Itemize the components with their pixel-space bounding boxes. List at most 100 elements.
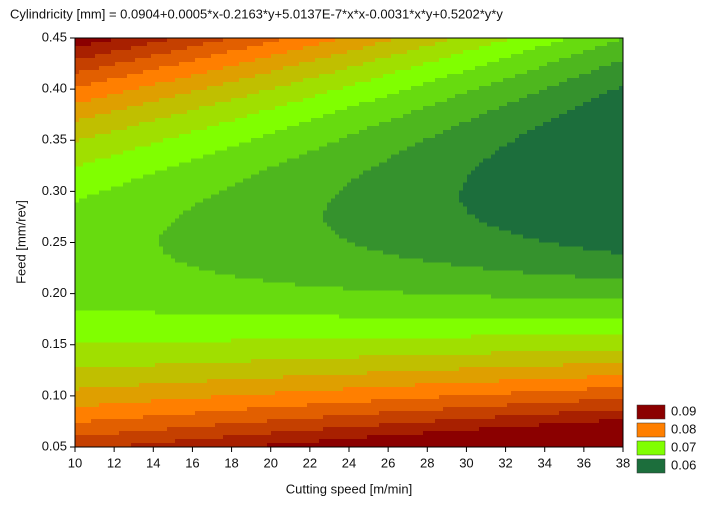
contour-cell: [87, 146, 92, 151]
contour-cell: [263, 58, 268, 63]
contour-cell: [147, 426, 152, 432]
contour-cell: [123, 174, 128, 179]
contour-cell: [159, 218, 164, 224]
contour-cell: [147, 170, 152, 175]
contour-cell: [151, 210, 156, 216]
contour-cell: [131, 218, 136, 224]
contour-cell: [163, 326, 168, 332]
contour-cell: [195, 218, 200, 224]
contour-cell: [115, 286, 120, 292]
contour-cell: [239, 246, 244, 252]
contour-cell: [75, 406, 80, 412]
contour-cell: [139, 278, 144, 284]
contour-cell: [171, 342, 176, 348]
contour-cell: [187, 190, 192, 195]
contour-cell: [131, 254, 136, 260]
contour-cell: [195, 290, 200, 296]
contour-cell: [203, 82, 208, 87]
contour-cell: [211, 270, 216, 276]
contour-cell: [243, 42, 248, 47]
contour-cell: [239, 290, 244, 296]
contour-cell: [119, 298, 124, 304]
contour-cell: [159, 230, 164, 236]
contour-cell: [75, 366, 80, 372]
contour-cell: [135, 374, 140, 380]
contour-cell: [163, 294, 168, 300]
contour-cell: [163, 410, 168, 416]
contour-cell: [175, 130, 180, 135]
contour-cell: [219, 438, 224, 444]
contour-cell: [111, 354, 116, 360]
contour-cell: [139, 238, 144, 244]
contour-cell: [115, 134, 120, 139]
contour-cell: [255, 82, 260, 87]
contour-cell: [259, 86, 264, 91]
contour-cell: [115, 162, 120, 167]
contour-cell: [119, 170, 124, 175]
contour-cell: [191, 370, 196, 376]
contour-cell: [87, 38, 92, 43]
contour-cell: [143, 138, 148, 143]
contour-cell: [163, 394, 168, 400]
contour-cell: [171, 150, 176, 155]
contour-cell: [103, 366, 108, 372]
contour-cell: [143, 106, 148, 111]
contour-cell: [175, 90, 180, 95]
contour-cell: [155, 150, 160, 155]
contour-cell: [223, 442, 228, 448]
contour-cell: [123, 234, 128, 240]
contour-cell: [151, 330, 156, 336]
contour-cell: [99, 282, 104, 288]
contour-cell: [111, 434, 116, 440]
contour-cell: [115, 270, 120, 276]
contour-cell: [143, 222, 148, 228]
contour-cell: [167, 210, 172, 216]
contour-cell: [123, 214, 128, 220]
contour-cell: [103, 314, 108, 320]
contour-cell: [211, 338, 216, 344]
contour-cell: [163, 110, 168, 115]
contour-cell: [259, 222, 264, 228]
contour-cell: [227, 406, 232, 412]
contour-cell: [79, 350, 84, 356]
contour-cell: [215, 350, 220, 356]
contour-cell: [79, 354, 84, 360]
contour-cell: [103, 66, 108, 71]
contour-cell: [87, 230, 92, 236]
contour-cell: [103, 94, 108, 99]
contour-cell: [167, 122, 172, 127]
contour-cell: [167, 78, 172, 83]
contour-cell: [195, 230, 200, 236]
contour-cell: [195, 338, 200, 344]
contour-cell: [179, 326, 184, 332]
contour-cell: [107, 266, 112, 272]
contour-cell: [239, 146, 244, 151]
contour-cell: [223, 62, 228, 67]
contour-cell: [235, 310, 240, 316]
contour-cell: [263, 362, 268, 368]
contour-cell: [255, 334, 260, 340]
contour-cell: [207, 98, 212, 103]
contour-cell: [103, 390, 108, 396]
contour-cell: [147, 430, 152, 436]
contour-cell: [195, 418, 200, 424]
contour-cell: [91, 418, 96, 424]
contour-cell: [227, 254, 232, 260]
contour-cell: [167, 270, 172, 276]
contour-cell: [131, 198, 136, 204]
contour-cell: [195, 58, 200, 63]
contour-cell: [159, 438, 164, 444]
contour-cell: [231, 298, 236, 304]
contour-cell: [79, 306, 84, 312]
contour-cell: [211, 202, 216, 208]
contour-cell: [99, 426, 104, 432]
contour-cell: [107, 178, 112, 183]
contour-cell: [195, 442, 200, 448]
contour-cell: [115, 38, 120, 43]
contour-cell: [107, 70, 112, 75]
contour-cell: [255, 162, 260, 167]
contour-cell: [267, 178, 272, 183]
contour-cell: [151, 294, 156, 300]
contour-cell: [267, 170, 272, 175]
contour-cell: [155, 266, 160, 272]
